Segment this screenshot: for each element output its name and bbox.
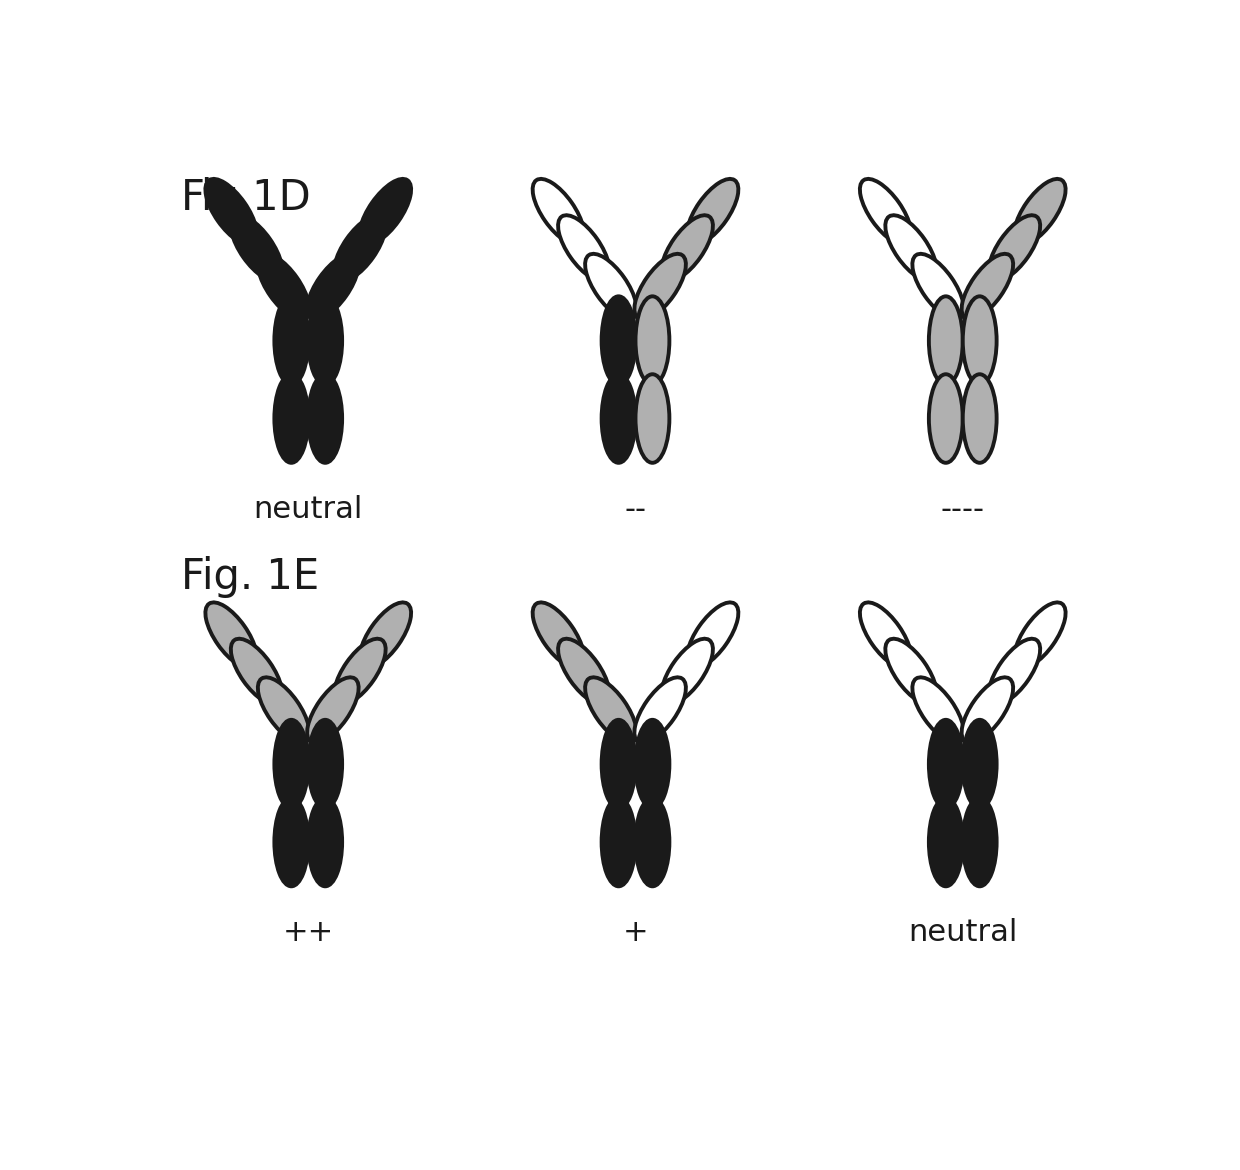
Ellipse shape <box>533 179 584 245</box>
Ellipse shape <box>585 254 636 319</box>
Text: +: + <box>622 918 649 947</box>
Ellipse shape <box>601 720 635 808</box>
Ellipse shape <box>334 639 386 704</box>
Ellipse shape <box>635 296 670 385</box>
Ellipse shape <box>962 254 1013 319</box>
Ellipse shape <box>558 215 610 281</box>
Ellipse shape <box>274 374 309 463</box>
Ellipse shape <box>885 215 937 281</box>
Ellipse shape <box>360 179 412 245</box>
Ellipse shape <box>962 720 997 808</box>
Ellipse shape <box>309 720 342 808</box>
Ellipse shape <box>962 677 1013 743</box>
Ellipse shape <box>635 374 670 463</box>
Ellipse shape <box>1014 179 1065 245</box>
Ellipse shape <box>274 798 309 887</box>
Ellipse shape <box>309 798 342 887</box>
Ellipse shape <box>635 254 686 319</box>
Text: neutral: neutral <box>253 495 363 524</box>
Ellipse shape <box>929 374 962 463</box>
Text: Fig. 1E: Fig. 1E <box>181 556 320 598</box>
Ellipse shape <box>913 254 963 319</box>
Ellipse shape <box>274 296 309 385</box>
Ellipse shape <box>601 798 635 887</box>
Ellipse shape <box>258 677 309 743</box>
Ellipse shape <box>885 639 937 704</box>
Ellipse shape <box>635 798 670 887</box>
Ellipse shape <box>962 374 997 463</box>
Ellipse shape <box>360 603 412 668</box>
Ellipse shape <box>962 798 997 887</box>
Ellipse shape <box>859 179 911 245</box>
Text: neutral: neutral <box>908 918 1018 947</box>
Ellipse shape <box>635 720 670 808</box>
Ellipse shape <box>231 639 283 704</box>
Ellipse shape <box>308 677 358 743</box>
Text: ----: ---- <box>941 495 985 524</box>
Ellipse shape <box>206 603 257 668</box>
Ellipse shape <box>309 296 342 385</box>
Ellipse shape <box>687 603 738 668</box>
Ellipse shape <box>962 296 997 385</box>
Ellipse shape <box>231 215 283 281</box>
Ellipse shape <box>601 296 635 385</box>
Ellipse shape <box>308 254 358 319</box>
Ellipse shape <box>334 215 386 281</box>
Ellipse shape <box>687 179 738 245</box>
Ellipse shape <box>601 374 635 463</box>
Ellipse shape <box>558 639 610 704</box>
Ellipse shape <box>929 798 962 887</box>
Ellipse shape <box>309 374 342 463</box>
Ellipse shape <box>661 215 713 281</box>
Ellipse shape <box>1014 603 1065 668</box>
Ellipse shape <box>206 179 257 245</box>
Ellipse shape <box>661 639 713 704</box>
Ellipse shape <box>913 677 963 743</box>
Ellipse shape <box>258 254 309 319</box>
Ellipse shape <box>859 603 911 668</box>
Ellipse shape <box>274 720 309 808</box>
Text: Fig.1D: Fig.1D <box>181 178 312 219</box>
Ellipse shape <box>585 677 636 743</box>
Ellipse shape <box>635 677 686 743</box>
Ellipse shape <box>929 720 962 808</box>
Ellipse shape <box>929 296 962 385</box>
Ellipse shape <box>533 603 584 668</box>
Text: --: -- <box>625 495 646 524</box>
Ellipse shape <box>988 639 1040 704</box>
Text: ++: ++ <box>283 918 334 947</box>
Ellipse shape <box>988 215 1040 281</box>
